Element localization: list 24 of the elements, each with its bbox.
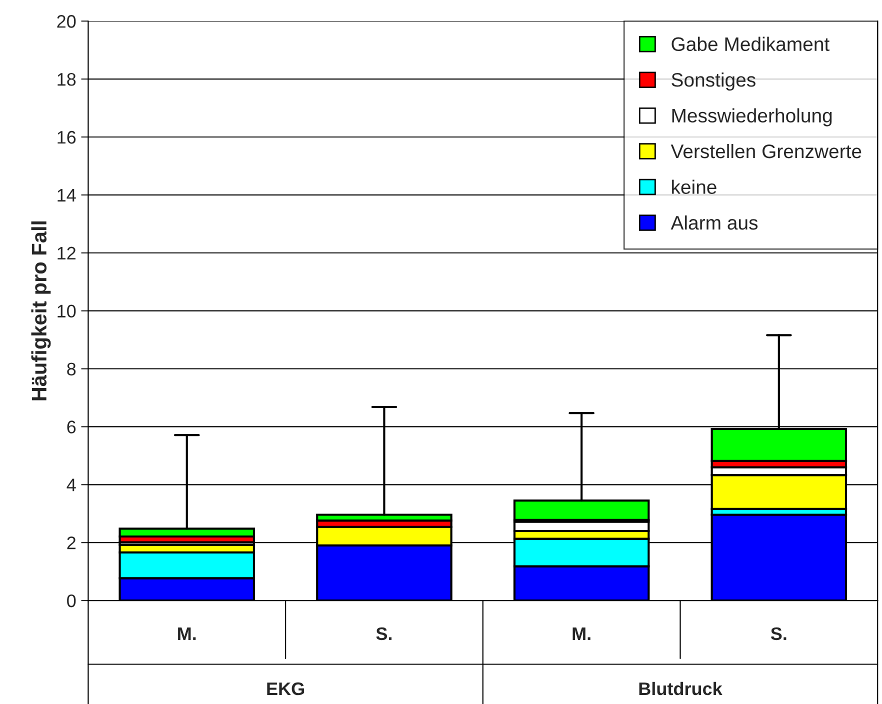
y-tick-label: 2: [67, 536, 76, 550]
x-tick-label: M.: [178, 628, 196, 640]
y-tick-label: 6: [67, 420, 76, 434]
y-tick-label: 20: [57, 15, 76, 28]
text: Blutdruck: [639, 682, 722, 696]
legend-label: Alarm aus: [670, 215, 758, 230]
legend-label: Sonstiges: [672, 72, 756, 91]
x-tick-label: M.: [572, 628, 590, 640]
legend-label: Gabe Medikament: [672, 36, 830, 52]
y-tick-label: 8: [67, 362, 76, 376]
y-tick-label: 12: [58, 246, 76, 260]
y-tick-label: 18: [58, 72, 76, 86]
y-tick-label: 4: [66, 478, 76, 492]
y-tick-label: 0: [67, 594, 76, 608]
y-tick-label: 10: [58, 304, 76, 318]
x-tick-label: S.: [770, 627, 786, 640]
legend-label: Messwiederholung: [672, 108, 832, 126]
legend-label: keine: [672, 180, 716, 194]
text: EKG: [267, 682, 304, 696]
legend-label: Verstellen Grenzwerte: [670, 144, 862, 158]
x-tick-label: S.: [376, 627, 392, 640]
y-axis-title: Häufigkeit pro Fall: [31, 221, 51, 400]
y-tick-label: 16: [58, 130, 76, 144]
y-tick-label: 14: [58, 189, 76, 202]
